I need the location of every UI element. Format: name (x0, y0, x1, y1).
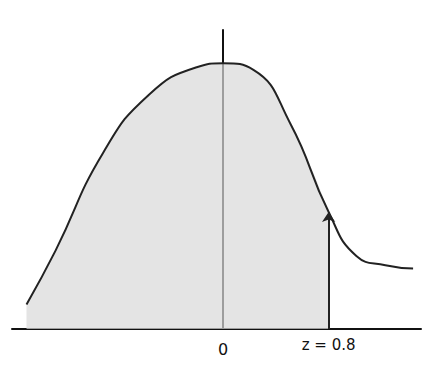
svg-text:z = 0.8: z = 0.8 (302, 336, 356, 354)
svg-text:0: 0 (218, 340, 228, 359)
